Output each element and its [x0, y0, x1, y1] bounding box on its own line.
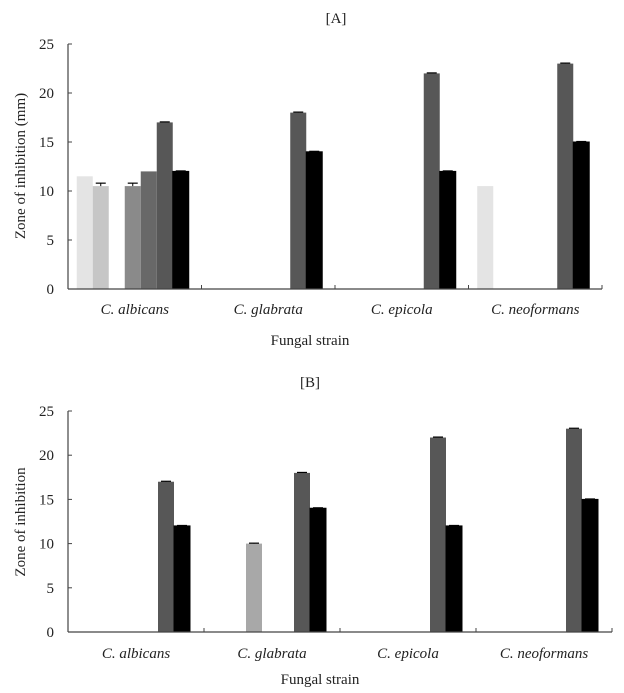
y-tick-label: 15 [39, 135, 54, 151]
bar-series-7 [572, 141, 590, 290]
bar-series-1 [477, 186, 494, 289]
x-category-label: C. neoformans [491, 302, 580, 318]
y-tick-label: 15 [39, 492, 54, 508]
y-tick-label: 20 [39, 86, 54, 102]
y-ticks-group: 0 5 10 15 20 25 [39, 37, 72, 298]
y-tick-label: 0 [47, 625, 55, 641]
x-category-label: C. glabrata [237, 646, 306, 662]
y-ticks-group: 0 5 10 15 20 25 [39, 404, 72, 641]
x-category-label: C. albicans [101, 302, 169, 318]
x-category-label: C. albicans [102, 646, 170, 662]
bar-series-6 [156, 122, 173, 290]
x-category-label: C. epicola [377, 646, 439, 662]
y-tick-label: 20 [39, 448, 54, 464]
bar-series-4 [124, 186, 141, 289]
x-category-label: C. epicola [371, 302, 433, 318]
panel-title: [A] [326, 11, 347, 27]
bar-series-7 [445, 525, 463, 633]
chart-panel-a: [A] Zone of inhibition (mm) Fungal strai… [13, 11, 603, 349]
bar-series-1 [76, 176, 93, 289]
bar-series-6 [430, 437, 446, 632]
bar-series-3 [246, 543, 262, 632]
y-tick-label: 0 [47, 282, 55, 298]
x-categories-group: C. albicans C. glabrata C. epicola C. neofo… [102, 628, 613, 662]
y-tick-label: 10 [39, 184, 54, 200]
x-category-label: C. neoformans [500, 646, 589, 662]
bar-series-7 [309, 507, 327, 633]
bar-series-7 [305, 151, 323, 290]
chart-panel-b: [B] Zone of inhibition Fungal strain 0 5 1… [13, 375, 613, 688]
bar-series-6 [294, 472, 310, 632]
bar-series-6 [158, 481, 174, 632]
panel-title: [B] [300, 375, 320, 391]
bar-series-2 [92, 186, 109, 289]
y-tick-label: 5 [47, 581, 55, 597]
axes-group [67, 411, 612, 633]
y-axis-title: Zone of inhibition [13, 467, 29, 577]
bar-series-7 [439, 170, 457, 290]
bar-series-7 [172, 170, 190, 290]
y-tick-label: 10 [39, 537, 54, 553]
y-tick-label: 25 [39, 37, 54, 53]
y-tick-label: 5 [47, 233, 55, 249]
x-category-label: C. glabrata [234, 302, 303, 318]
bar-series-6 [290, 112, 307, 289]
y-axis-title: Zone of inhibition (mm) [13, 93, 29, 239]
bar-series-6 [423, 73, 440, 290]
bars-group [158, 427, 599, 633]
x-axis-title: Fungal strain [271, 333, 350, 349]
x-categories-group: C. albicans C. glabrata C. epicola C. neofo… [101, 285, 603, 318]
bars-group [76, 62, 590, 290]
bar-series-6 [557, 63, 574, 289]
bar-series-7 [173, 525, 191, 633]
bar-series-6 [566, 428, 582, 632]
y-tick-label: 25 [39, 404, 54, 420]
x-axis-title: Fungal strain [281, 672, 360, 688]
bar-series-7 [581, 498, 599, 633]
bar-series-5 [140, 171, 157, 289]
